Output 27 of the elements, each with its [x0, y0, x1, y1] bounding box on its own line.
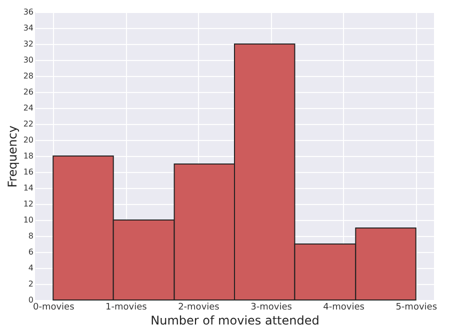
- y-tick-label: 8: [28, 232, 34, 240]
- y-tick-label: 34: [23, 24, 34, 32]
- y-tick-label: 20: [23, 136, 34, 144]
- x-tick-label: 1-movies: [106, 302, 148, 312]
- x-tick-label: 3-movies: [250, 302, 292, 312]
- x-axis-title: Number of movies attended: [150, 314, 320, 328]
- x-tick-label: 5-movies: [396, 302, 438, 312]
- y-tick-label: 12: [23, 200, 34, 208]
- y-tick-label: 0: [28, 296, 34, 304]
- x-tick-label: 4-movies: [323, 302, 365, 312]
- y-tick-label: 18: [23, 152, 34, 160]
- x-tick-label: 2-movies: [178, 302, 220, 312]
- y-tick-label: 36: [23, 8, 34, 16]
- x-tick-label: 0-movies: [32, 302, 75, 312]
- y-tick-label: 16: [23, 168, 34, 176]
- y-tick-label: 6: [28, 248, 34, 256]
- y-tick-label: 24: [23, 104, 34, 112]
- y-tick-label: 32: [23, 40, 34, 48]
- y-tick-label: 10: [23, 216, 34, 224]
- y-tick-label: 2: [28, 280, 34, 288]
- y-tick-label: 14: [23, 184, 34, 192]
- y-tick-label: 30: [23, 56, 34, 64]
- y-axis-title: Frequency: [5, 126, 20, 188]
- y-tick-label: 28: [23, 72, 34, 80]
- y-tick-label: 22: [23, 120, 34, 128]
- y-tick-label: 26: [23, 88, 34, 96]
- y-tick-label: 4: [28, 264, 34, 272]
